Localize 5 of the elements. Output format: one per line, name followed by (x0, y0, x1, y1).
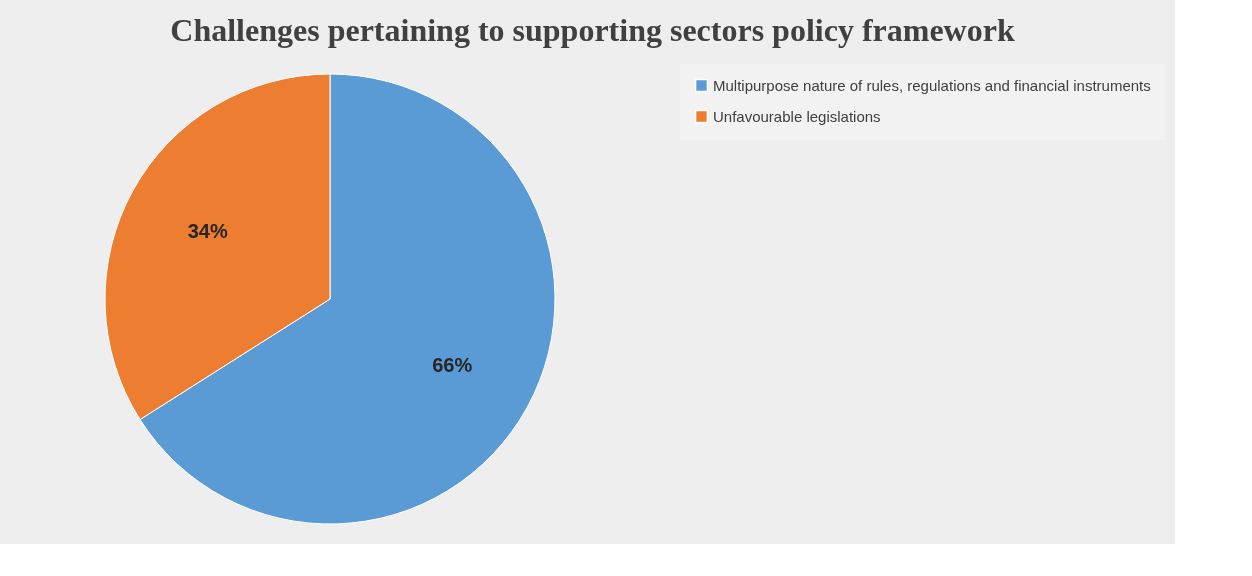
chart-title: Challenges pertaining to supporting sectors policy framework (170, 12, 1015, 48)
data-label: 66% (432, 354, 473, 377)
legend-label: Multipurpose nature of rules, regulations and financial instruments (713, 76, 1151, 94)
legend-label: Unfavourable legislations (713, 107, 881, 125)
data-label: 34% (187, 219, 228, 242)
